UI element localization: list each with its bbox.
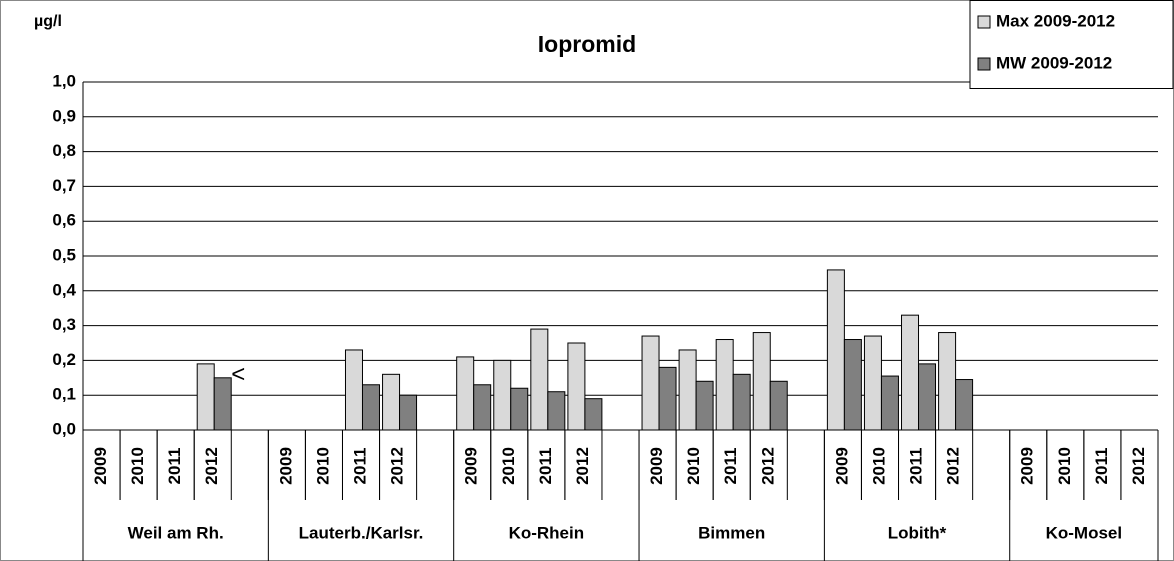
bar: [918, 363, 937, 431]
y-tick-label: 0,2: [52, 350, 76, 369]
legend-swatch: [977, 15, 991, 29]
bar: [399, 394, 418, 431]
x-tick-label: 2011: [907, 448, 926, 485]
x-tick-label: 2010: [128, 447, 147, 485]
x-tick-label: 2012: [388, 447, 407, 485]
y-tick-label: 0,6: [52, 211, 76, 230]
legend-swatch: [977, 57, 991, 71]
x-tick-label: 2011: [165, 448, 184, 485]
y-tick-label: 0,9: [52, 106, 76, 125]
x-tick-label: 2009: [1018, 447, 1037, 485]
bar: [547, 391, 566, 431]
bar: [641, 335, 660, 431]
legend-label: Max 2009-2012: [996, 11, 1115, 30]
bar: [752, 332, 771, 431]
x-tick-label: 2009: [647, 447, 666, 485]
bar: [382, 373, 401, 431]
y-tick-label: 0,1: [52, 385, 76, 404]
x-tick-label: 2010: [1055, 447, 1074, 485]
group-label: Ko-Rhein: [509, 523, 585, 542]
chart-title: Iopromid: [538, 31, 636, 57]
bar: [715, 339, 734, 431]
bar: [213, 377, 232, 431]
group-label: Ko-Mosel: [1046, 523, 1123, 542]
x-tick-label: 2009: [276, 447, 295, 485]
y-tick-label: 0,7: [52, 176, 76, 195]
bar: [196, 363, 215, 431]
x-tick-label: 2011: [351, 448, 370, 485]
bar: [361, 384, 380, 431]
x-tick-label: 2010: [499, 447, 518, 485]
bar: [901, 314, 920, 431]
x-tick-label: 2010: [684, 447, 703, 485]
group-label: Lauterb./Karlsr.: [299, 523, 424, 542]
bar: [510, 387, 529, 431]
y-tick-label: 0,8: [52, 141, 76, 160]
bar: [843, 339, 862, 431]
bar: [456, 356, 475, 431]
y-tick-label: 1,0: [52, 71, 76, 90]
x-tick-label: 2010: [869, 447, 888, 485]
bar: [732, 373, 751, 431]
y-axis-label: µg/l: [34, 13, 62, 30]
group-label: Weil am Rh.: [128, 523, 224, 542]
y-tick-label: 0,5: [52, 245, 76, 264]
x-tick-label: 2011: [1092, 448, 1111, 485]
bar: [530, 328, 549, 431]
x-tick-label: 2012: [202, 447, 221, 485]
group-label: Lobith*: [888, 523, 947, 542]
x-tick-label: 2012: [573, 447, 592, 485]
annotation: <: [231, 361, 245, 388]
x-tick-label: 2009: [832, 447, 851, 485]
x-tick-label: 2011: [536, 448, 555, 485]
x-tick-label: 2012: [944, 447, 963, 485]
bar: [567, 342, 586, 431]
y-tick-label: 0,4: [52, 280, 76, 299]
x-tick-label: 2011: [721, 448, 740, 485]
bar: [826, 269, 845, 431]
bar: [955, 379, 974, 431]
y-tick-label: 0,0: [52, 419, 76, 438]
legend-box: [969, 0, 1174, 89]
group-label: Bimmen: [698, 523, 765, 542]
bar: [658, 366, 677, 431]
x-tick-label: 2012: [758, 447, 777, 485]
bar: [769, 380, 788, 431]
bar: [938, 332, 957, 431]
bar: [584, 398, 603, 431]
x-tick-label: 2012: [1129, 447, 1148, 485]
bar: [863, 335, 882, 431]
x-tick-label: 2010: [313, 447, 332, 485]
bar: [695, 380, 714, 431]
bar: [473, 384, 492, 431]
bar: [678, 349, 697, 431]
bar: [493, 359, 512, 431]
legend-label: MW 2009-2012: [996, 53, 1112, 72]
bar: [344, 349, 363, 431]
y-tick-label: 0,3: [52, 315, 76, 334]
bar: [880, 375, 899, 431]
x-tick-label: 2009: [462, 447, 481, 485]
x-tick-label: 2009: [91, 447, 110, 485]
